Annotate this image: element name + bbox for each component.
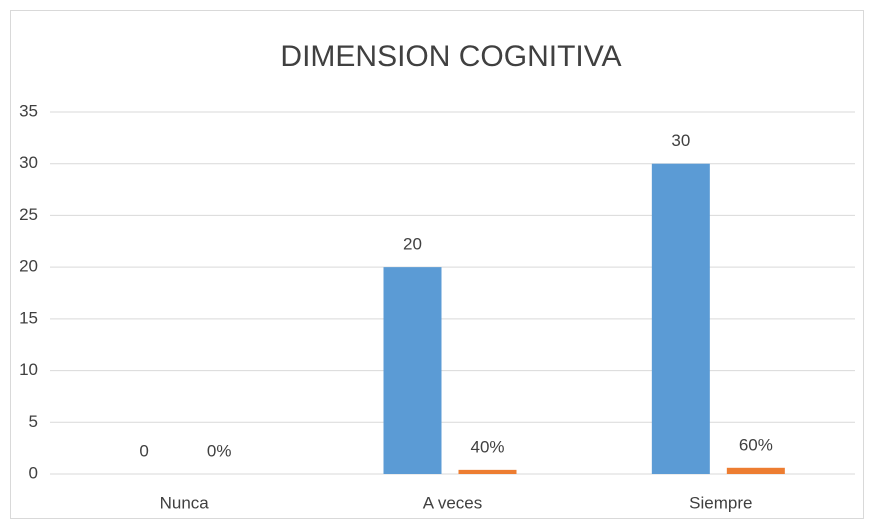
data-label: 60%: [739, 435, 773, 454]
bar: [458, 469, 517, 474]
data-label: 40%: [470, 437, 504, 456]
data-label: 0: [139, 441, 148, 460]
y-tick-label: 20: [19, 257, 38, 276]
y-tick-label: 25: [19, 205, 38, 224]
data-label: 20: [403, 235, 422, 254]
y-tick-label: 5: [29, 412, 38, 431]
x-tick-label: A veces: [423, 493, 483, 512]
x-tick-label: Nunca: [160, 493, 210, 512]
bar: [651, 163, 710, 474]
y-tick-label: 0: [29, 463, 38, 482]
y-tick-label: 30: [19, 153, 38, 172]
x-tick-label: Siempre: [689, 493, 752, 512]
bar: [726, 467, 785, 474]
data-label: 0%: [207, 441, 232, 460]
y-tick-label: 35: [19, 101, 38, 120]
y-tick-label: 10: [19, 360, 38, 379]
chart-title: DIMENSION COGNITIVA: [280, 40, 621, 73]
bar: [383, 267, 442, 474]
y-tick-label: 15: [19, 308, 38, 327]
data-label: 30: [671, 131, 690, 150]
